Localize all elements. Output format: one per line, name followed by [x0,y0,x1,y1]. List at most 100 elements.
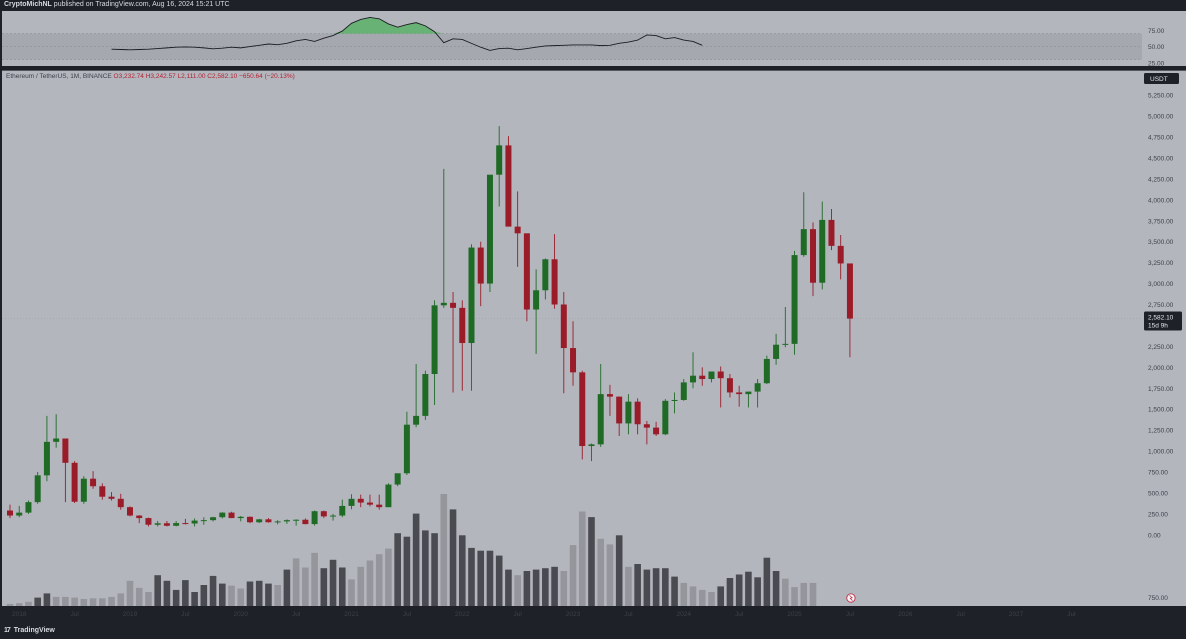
candle [763,355,770,385]
candle-body [16,512,23,516]
price-tick-label: 1,750.00 [1148,386,1174,393]
volume-bar [375,554,383,606]
candle-body [237,516,244,519]
price-tick-label: 1,500.00 [1148,407,1174,414]
candle [25,500,32,514]
volume-bar [135,587,143,606]
candle-body [403,424,410,474]
time-tick-label: Jul [292,611,301,618]
time-axis[interactable]: 2018 Jul 2019 Jul 2020 Jul 2021 Jul 2022 Jul 2023 J… [12,593,1076,618]
candle-body [579,372,586,447]
candle [330,513,337,521]
volume-bar [652,568,660,606]
candle [717,366,724,408]
volume-bar [71,597,78,606]
oscillator-tick-label: 25.00 [1148,60,1165,67]
ohlc-change: −650.64 (−20.13%) [239,73,295,80]
volume-bar [265,583,272,606]
volume-bar [357,566,365,606]
candle-body [468,247,475,344]
volume-bar [385,548,392,606]
price-tick-label: 5,000.00 [1148,114,1174,121]
volume-bar [237,588,245,606]
price-axis[interactable]: 750.00 0.00 250.00 500.00 750.00 1,000.00 1,25… [1144,73,1182,602]
candle-body [357,498,364,503]
time-tick-label: Jul [181,611,190,618]
volume-bar [283,569,291,606]
volume-bar [228,585,235,606]
ohlc-open: O3,232.74 [113,73,144,80]
price-tick-label: 500.00 [1148,490,1168,497]
candle [182,518,189,525]
candle [486,174,493,292]
candle-body [754,383,761,392]
candle-body [570,348,577,373]
volume-bar [126,580,134,606]
candle-body [625,401,632,424]
candle [662,399,669,436]
symbol-title[interactable]: Ethereum / TetherUS, 1M, BINANCE [6,73,112,80]
ohlc-high: H3,242.57 [145,73,176,80]
volume-bar [615,535,623,606]
candle-body [800,229,807,256]
candle-body [311,511,318,525]
candle [62,438,69,503]
candle [274,520,281,525]
author-name[interactable]: CryptoMichNL [4,1,52,8]
current-price-badge [1144,311,1182,331]
candle [293,519,300,526]
candle [560,291,567,394]
price-tick-label: 0.00 [1148,532,1161,539]
price-tick-label: 3,250.00 [1148,260,1174,267]
volume-bar [514,575,521,606]
candle [71,461,78,503]
candle [43,415,50,482]
volume-bar [505,569,512,606]
candle-body [154,523,161,525]
volume-bar [163,580,171,606]
candle-body [53,438,60,442]
candle [302,518,309,525]
candle [828,209,835,251]
oscillator-axis-background [1142,11,1186,66]
candle [450,291,457,393]
oscillator-tick-label: 75.00 [1148,28,1165,35]
candle [570,321,577,386]
candle-body [606,394,613,397]
candle-body [366,502,373,505]
oscillator-overbought-fill [333,17,444,34]
candle-body [117,498,124,508]
candle [588,443,595,462]
candle-body [126,507,133,516]
candle [431,300,438,405]
volume-bar [542,568,549,606]
candle-body [431,305,438,375]
candle-body [191,520,198,524]
candle-body [773,344,780,359]
candle [459,300,466,391]
candle [80,476,87,504]
candle [440,168,447,308]
tradingview-logo-icon: 17 [4,627,11,634]
volume-bar [99,598,106,606]
candle [16,505,23,518]
brand-name: TradingView [13,627,55,634]
candle-body [348,498,355,506]
time-tick-label: Jul [70,611,79,618]
tradingview-footer[interactable]: 17 TradingView [4,627,55,634]
candle-body [265,519,272,523]
candle [653,421,660,436]
time-tick-label: Jul [846,611,855,618]
ohlc-close: C2,582.10 [207,73,238,80]
volume-bar [708,592,715,606]
price-tick-label: 1,250.00 [1148,428,1174,435]
candle-body [173,523,180,526]
candle-body [699,375,706,380]
candle [819,201,826,290]
volume-bar [62,596,69,606]
candle [237,515,244,522]
currency-badge[interactable] [1144,73,1179,84]
volume-bar [782,578,789,606]
candle [505,136,512,227]
